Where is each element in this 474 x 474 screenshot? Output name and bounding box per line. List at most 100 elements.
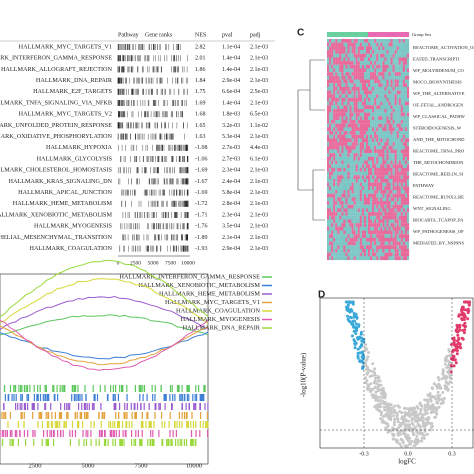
heatmap-cell [398, 175, 401, 180]
heatmap-cell [337, 190, 340, 194]
heatmap-cell [382, 204, 385, 209]
heatmap-cell [331, 197, 334, 202]
heatmap-cell [376, 256, 379, 261]
heatmap-cell [347, 79, 350, 84]
heatmap-cell [402, 131, 405, 135]
heatmap-cell [329, 90, 332, 95]
heatmap-cell [390, 46, 393, 51]
heatmap-cell [402, 226, 405, 231]
heatmap-cell [372, 219, 375, 224]
heatmap-cell [396, 90, 399, 95]
heatmap-cell [368, 127, 371, 132]
heatmap-cell [398, 252, 401, 257]
heatmap-cell [398, 197, 401, 202]
heatmap-cell [402, 153, 405, 157]
heatmap-cell [363, 212, 367, 216]
heatmap-cell [349, 245, 352, 250]
heatmap-cell [361, 234, 364, 238]
heatmap-cell [357, 186, 360, 191]
heatmap-cell [339, 105, 342, 110]
heatmap-cell [335, 153, 338, 157]
heatmap-cell [341, 145, 344, 150]
heatmap-cell [359, 108, 362, 113]
heatmap-cell [329, 212, 332, 216]
heatmap-cell [386, 101, 389, 106]
heatmap-cell [327, 248, 330, 253]
heatmap-cell [384, 131, 387, 135]
heatmap-cell [392, 175, 395, 180]
heatmap-cell [339, 230, 342, 235]
heatmap-cell [339, 197, 342, 202]
heatmap-cell [400, 57, 403, 62]
heatmap-cell [376, 171, 379, 176]
gene-point [436, 394, 440, 398]
hit-barcode [7, 421, 209, 428]
heatmap-cell [390, 167, 393, 172]
heatmap-cell [329, 68, 332, 73]
heatmap-cell [349, 61, 352, 65]
heatmap-cell [345, 201, 348, 205]
table-cell: -1.08 [195, 145, 208, 151]
gene-point [455, 323, 459, 327]
heatmap-cell [380, 53, 383, 58]
gene-point [346, 314, 349, 318]
heatmap-cell [390, 193, 393, 198]
gene-point [443, 374, 447, 378]
heatmap-cell [392, 204, 395, 209]
gene-point [394, 438, 398, 442]
heatmap-cell [353, 105, 356, 110]
heatmap-cell [361, 248, 364, 253]
heatmap-cell [341, 105, 344, 110]
heatmap-cell [339, 201, 342, 205]
heatmap-cell [347, 164, 350, 169]
heatmap-cell [398, 145, 401, 150]
table-cell: 2.1e-03 [250, 168, 268, 174]
heatmap-cell [372, 164, 375, 169]
heatmap-cell [386, 94, 389, 99]
heatmap-cell [394, 79, 397, 84]
heatmap-cell [363, 223, 367, 227]
gene-point [446, 364, 450, 368]
heatmap-cell [345, 230, 348, 235]
heatmap-cell [368, 131, 371, 135]
heatmap-cell [394, 61, 397, 65]
heatmap-cell [341, 160, 344, 165]
heatmap-cell [390, 72, 393, 76]
heatmap-cell [386, 108, 389, 113]
heatmap-cell [376, 75, 379, 80]
heatmap-cell [351, 164, 354, 169]
heatmap-cell [406, 215, 410, 220]
heatmap-cell [327, 197, 330, 202]
heatmap-cell [351, 223, 354, 227]
heatmap-cell [353, 197, 356, 202]
heatmap-cell [359, 164, 362, 169]
heatmap-cell [386, 178, 389, 183]
heatmap-cell [404, 97, 408, 102]
heatmap-cell [396, 123, 399, 128]
heatmap-cell [388, 153, 391, 157]
heatmap-cell [392, 145, 395, 150]
heatmap-cell [357, 42, 360, 47]
heatmap-cell [372, 50, 375, 54]
heatmap-cell [347, 127, 350, 132]
heatmap-cell [335, 252, 338, 257]
heatmap-cell [368, 248, 371, 253]
heatmap-cell [398, 230, 401, 235]
heatmap-cell [327, 201, 330, 205]
heatmap-cell [398, 72, 401, 76]
heatmap-cell [400, 61, 403, 65]
heatmap-cell [390, 234, 393, 238]
heatmap-cell [331, 83, 334, 87]
heatmap-cell [378, 164, 381, 169]
heatmap-cell [347, 134, 350, 139]
heatmap-cell [349, 72, 352, 76]
heatmap-cell [402, 64, 405, 69]
heatmap-cell [339, 134, 342, 139]
heatmap-cell [382, 230, 385, 235]
table-header: padj [250, 32, 261, 38]
heatmap-cell [374, 138, 377, 143]
heatmap-cell [363, 252, 367, 257]
heatmap-cell [382, 237, 385, 242]
heatmap-cell [372, 212, 375, 216]
heatmap-cell [339, 186, 342, 191]
